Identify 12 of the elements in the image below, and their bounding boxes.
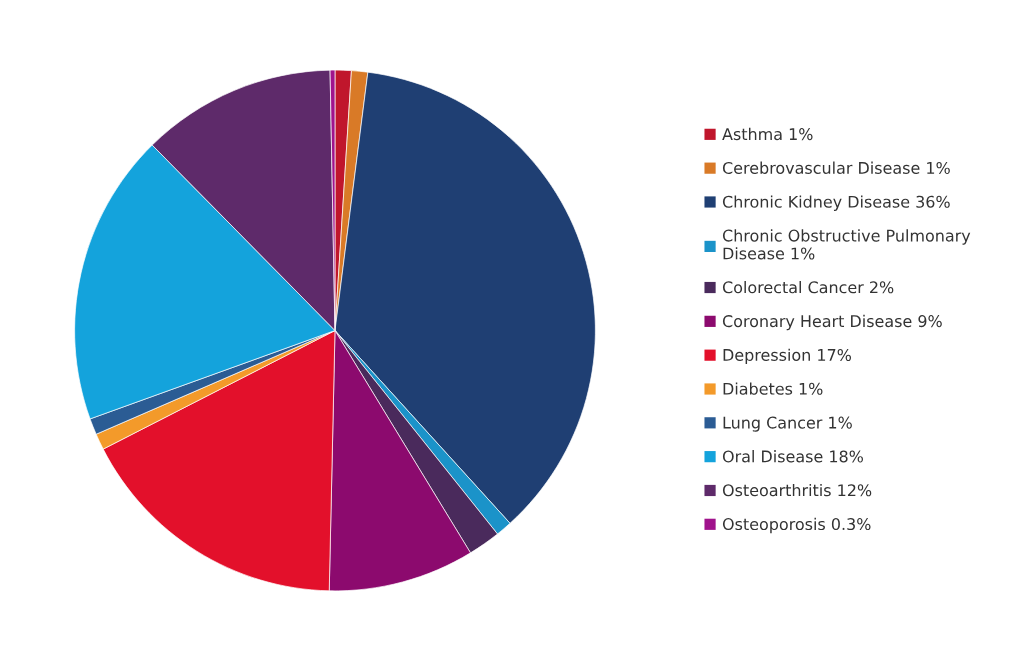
- legend-label: Lung Cancer 1%: [723, 416, 852, 432]
- legend-label: Colorectal Cancer 2%: [722, 280, 894, 294]
- legend-label: Diabetes 1%: [723, 382, 823, 395]
- legend-label: Chronic Kidney Disease 36%: [722, 195, 950, 211]
- legend-label: Coronary Heart Disease 9%: [722, 314, 942, 331]
- legend-label: Cerebrovascular Disease 1%: [722, 161, 950, 174]
- legend-label: Osteoporosis 0.3%: [722, 517, 871, 534]
- legend-label: Chronic Obstructive Pulmonary Disease 1%: [722, 229, 971, 260]
- legend-label: Oral Disease 18%: [722, 450, 863, 463]
- legend-label: Depression 17%: [723, 348, 852, 365]
- legend-label: Asthma 1%: [722, 127, 813, 141]
- legend-label: Osteoarthritis 12%: [722, 483, 872, 497]
